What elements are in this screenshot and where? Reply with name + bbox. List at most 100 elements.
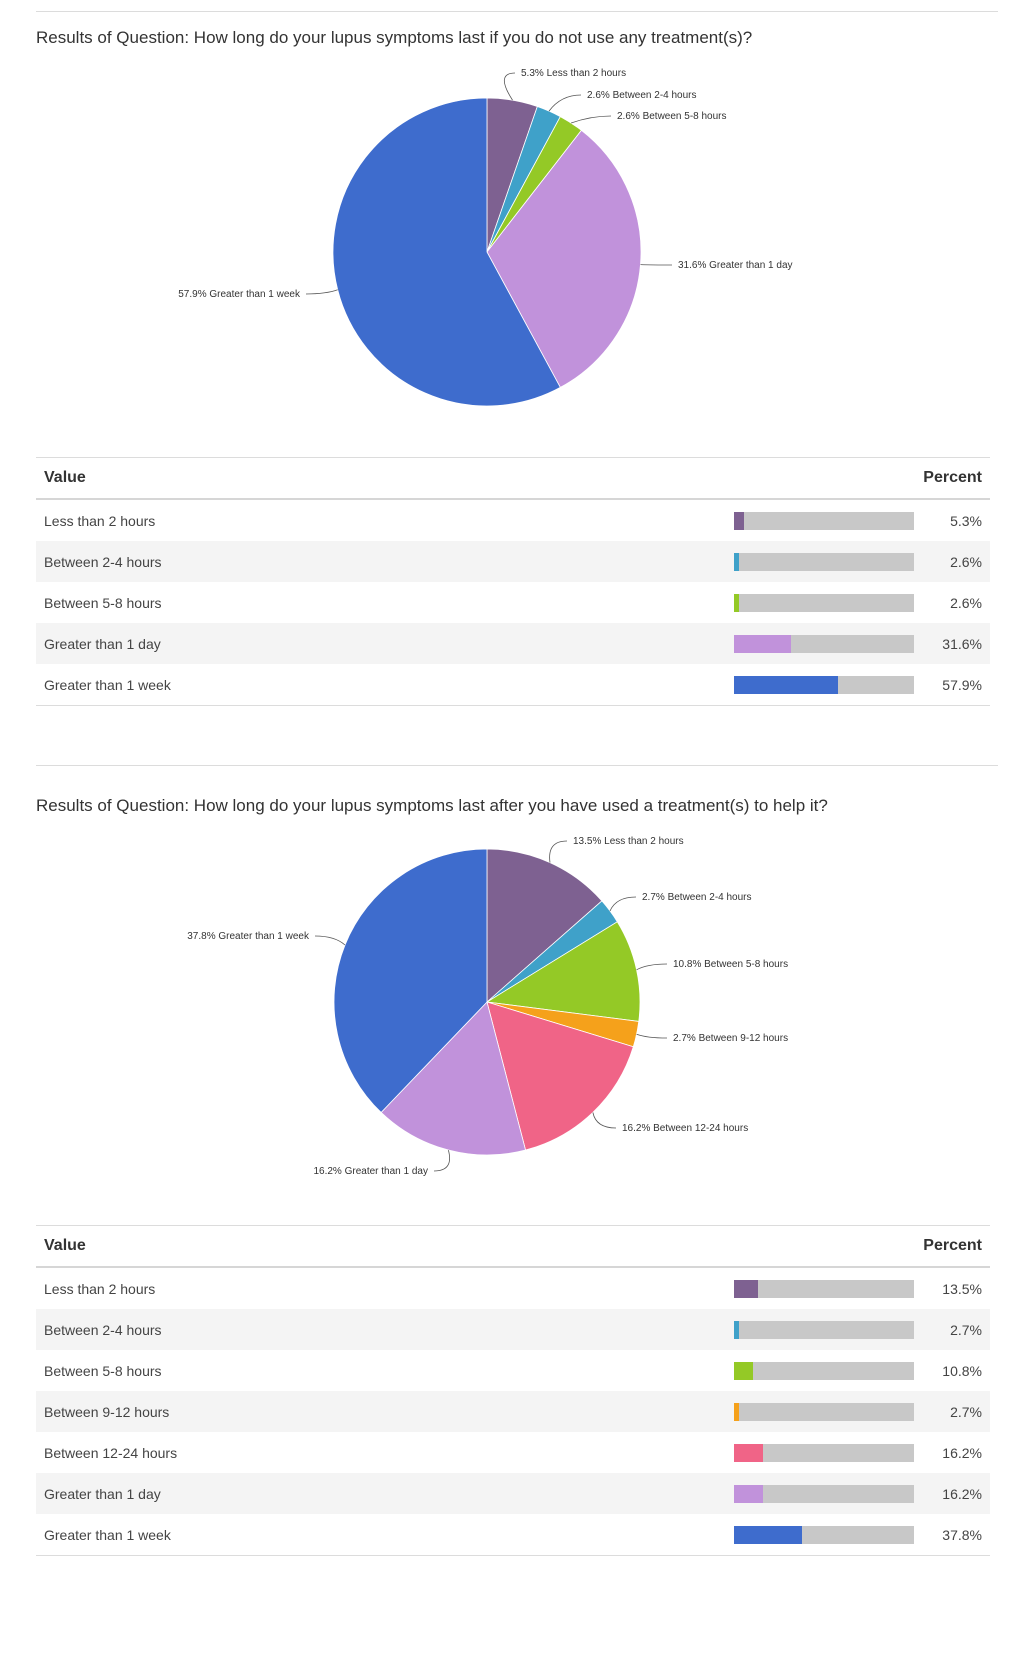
percent-bar-fill	[734, 593, 739, 612]
section-divider	[36, 765, 998, 766]
percent-column-header: Percent	[914, 1225, 990, 1268]
percent-bar-fill	[734, 1279, 758, 1298]
percent-bar-track	[734, 1320, 914, 1339]
row-label: Between 2-4 hours	[36, 541, 734, 582]
percent-bar-fill	[734, 634, 791, 653]
pie-label-between-2-4-hours: 2.7% Between 2-4 hours	[642, 892, 752, 903]
pie-label-greater-than-1-week: 57.9% Greater than 1 week	[178, 289, 301, 300]
table-row: Greater than 1 day 31.6%	[36, 623, 990, 664]
results-table: Value Percent Less than 2 hours 5.3% Betwe…	[36, 457, 990, 706]
percent-column-header: Percent	[914, 457, 990, 500]
row-label: Greater than 1 day	[36, 623, 734, 664]
row-percent: 37.8%	[914, 1514, 990, 1556]
pie-label-less-than-2-hours: 13.5% Less than 2 hours	[573, 836, 684, 847]
percent-bar-track	[734, 634, 914, 653]
percent-bar-track	[734, 511, 914, 530]
pie-label-less-than-2-hours: 5.3% Less than 2 hours	[521, 68, 626, 79]
pie-slice-less-than-2-hours[interactable]	[486, 848, 603, 1003]
row-percent: 13.5%	[942, 1280, 982, 1297]
row-percent: 2.6%	[914, 541, 990, 582]
row-percent: 57.9%	[914, 664, 990, 706]
percent-bar-fill	[734, 675, 838, 694]
pie-leader-line	[636, 963, 668, 971]
percent-bar-fill	[734, 1525, 802, 1544]
pie-leader-line	[433, 1149, 450, 1172]
table-row: Between 5-8 hours 2.6%	[36, 582, 990, 623]
pie-label-between-5-8-hours: 2.6% Between 5-8 hours	[617, 111, 727, 122]
pie-slice-between-5-8-hours[interactable]	[485, 921, 641, 1022]
table-row: Greater than 1 week 57.9%	[36, 664, 990, 706]
pie-label-between-12-24-hours: 16.2% Between 12-24 hours	[622, 1123, 748, 1134]
question-title: Results of Question: How long do your lu…	[36, 28, 753, 47]
row-percent: 2.7%	[914, 1391, 990, 1432]
pie-leader-line	[609, 896, 637, 912]
section-divider	[36, 11, 998, 12]
table-row: Between 5-8 hours 10.8%	[36, 1350, 990, 1391]
pie-leader-line	[636, 1033, 668, 1039]
table-row: Between 2-4 hours 2.6%	[36, 541, 990, 582]
row-label: Greater than 1 day	[36, 1473, 734, 1514]
percent-bar-fill	[734, 552, 739, 571]
percent-bar-track	[734, 1443, 914, 1462]
value-column-header: Value	[36, 1225, 734, 1268]
row-label: Between 2-4 hours	[36, 1309, 734, 1350]
table-row: Between 2-4 hours 2.7%	[36, 1309, 990, 1350]
percent-bar-track	[734, 552, 914, 571]
pie-leader-line	[548, 94, 582, 112]
row-label: Greater than 1 week	[36, 664, 734, 706]
row-label: Less than 2 hours	[44, 512, 156, 529]
row-label: Between 5-8 hours	[44, 594, 162, 611]
pie-slice-greater-than-1-week[interactable]	[332, 97, 561, 407]
row-label: Between 5-8 hours	[44, 1362, 162, 1379]
pie-leader-line	[570, 115, 612, 124]
row-label: Between 9-12 hours	[36, 1391, 734, 1432]
pie-chart: 5.3% Less than 2 hours 2.6% Between 2-4 h…	[178, 68, 793, 407]
table-row: Less than 2 hours 5.3%	[36, 499, 990, 541]
pie-label-between-2-4-hours: 2.6% Between 2-4 hours	[587, 90, 697, 101]
row-label: Between 12-24 hours	[44, 1444, 178, 1461]
row-percent: 16.2%	[914, 1473, 990, 1514]
pie-slice-greater-than-1-day[interactable]	[486, 129, 642, 388]
pie-leader-line	[549, 840, 568, 863]
percent-bar-track	[734, 1402, 914, 1421]
percent-bar-fill	[734, 1402, 739, 1421]
row-percent: 2.7%	[914, 1309, 990, 1350]
row-percent: 10.8%	[942, 1362, 982, 1379]
percent-bar-track	[734, 1525, 914, 1544]
row-percent: 2.6%	[950, 594, 982, 611]
percent-bar-fill	[734, 511, 744, 530]
table-row: Between 9-12 hours 2.7%	[36, 1391, 990, 1432]
row-percent: 16.2%	[942, 1444, 982, 1461]
percent-bar-fill	[734, 1320, 739, 1339]
pie-leader-line	[503, 72, 516, 101]
pie-leader-line	[314, 935, 346, 946]
pie-label-greater-than-1-week: 37.8% Greater than 1 week	[187, 931, 310, 942]
percent-bar-fill	[734, 1443, 763, 1462]
percent-bar-track	[734, 1484, 914, 1503]
pie-chart: 13.5% Less than 2 hours 2.7% Between 2-4 …	[187, 836, 788, 1177]
row-percent: 31.6%	[914, 623, 990, 664]
pie-leader-line	[305, 289, 338, 295]
pie-label-between-5-8-hours: 10.8% Between 5-8 hours	[673, 959, 788, 970]
percent-bar-track	[734, 593, 914, 612]
pie-leader-line	[592, 1112, 617, 1129]
table-row: Greater than 1 day 16.2%	[36, 1473, 990, 1514]
pie-label-greater-than-1-day: 31.6% Greater than 1 day	[678, 260, 793, 271]
table-row: Between 12-24 hours 16.2%	[36, 1432, 990, 1473]
row-percent: 5.3%	[950, 512, 982, 529]
results-table: Value Percent Less than 2 hours 13.5% Betw…	[36, 1225, 990, 1556]
question-title: Results of Question: How long do your lu…	[36, 796, 828, 815]
pie-label-between-9-12-hours: 2.7% Between 9-12 hours	[673, 1033, 788, 1044]
pie-slice-between-12-24-hours[interactable]	[486, 1001, 634, 1151]
percent-bar-fill	[734, 1484, 763, 1503]
percent-bar-track	[734, 1279, 914, 1298]
percent-bar-track	[734, 675, 914, 694]
percent-bar-fill	[734, 1361, 753, 1380]
table-row: Greater than 1 week 37.8%	[36, 1514, 990, 1556]
table-row: Less than 2 hours 13.5%	[36, 1267, 990, 1309]
percent-bar-track	[734, 1361, 914, 1380]
row-label: Greater than 1 week	[36, 1514, 734, 1556]
row-label: Less than 2 hours	[44, 1280, 156, 1297]
pie-slice-greater-than-1-day[interactable]	[380, 1001, 527, 1156]
pie-label-greater-than-1-day: 16.2% Greater than 1 day	[313, 1166, 428, 1177]
